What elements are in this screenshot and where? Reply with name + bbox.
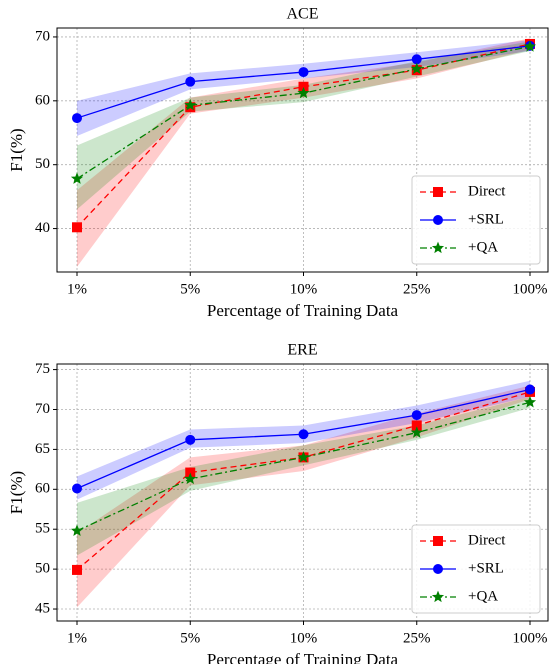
chart-title: ACE	[287, 6, 319, 23]
marker	[72, 483, 82, 494]
marker	[70, 172, 84, 184]
confidence-band	[77, 385, 530, 608]
x-tick-label: 1%	[67, 630, 87, 646]
marker	[410, 426, 423, 438]
legend-label: +SRL	[468, 560, 504, 576]
y-tick-label: 55	[35, 521, 50, 537]
marker	[433, 564, 443, 574]
x-tick-label: 5%	[180, 281, 200, 297]
y-tick-label: 50	[35, 561, 50, 577]
marker	[433, 536, 443, 546]
x-tick-label: 1%	[67, 281, 87, 297]
series-line	[76, 401, 531, 532]
marker	[297, 451, 310, 463]
legend-label: +QA	[468, 239, 498, 255]
x-tick-label: 100%	[513, 630, 548, 646]
y-tick-label: 40	[35, 220, 50, 236]
y-tick-label: 50	[35, 156, 50, 172]
confidence-band	[77, 396, 530, 556]
marker	[433, 187, 443, 197]
y-tick-label: 60	[35, 481, 50, 497]
y-tick-label: 75	[35, 361, 50, 377]
x-axis-title: Percentage of Training Data	[207, 301, 399, 320]
marker	[431, 590, 445, 603]
x-tick-label: 5%	[180, 630, 200, 646]
plot-frame	[56, 363, 549, 622]
x-tick-label: 25%	[403, 281, 431, 297]
marker	[525, 384, 535, 395]
marker	[298, 67, 309, 78]
y-axis-title: F1(%)	[7, 471, 26, 514]
chart-title: ERE	[287, 342, 317, 359]
marker	[70, 524, 84, 537]
marker	[185, 76, 196, 87]
legend-box	[411, 175, 541, 265]
marker	[411, 54, 422, 65]
y-axis-title: F1(%)	[7, 128, 26, 171]
y-tick-label: 70	[35, 401, 50, 417]
x-tick-label: 25%	[403, 630, 431, 646]
marker	[523, 395, 537, 408]
marker	[72, 564, 82, 575]
marker	[185, 434, 196, 445]
marker	[72, 222, 82, 233]
y-tick-label: 45	[35, 600, 50, 616]
marker	[184, 472, 197, 485]
legend-label: Direct	[468, 532, 506, 548]
legend-box	[411, 524, 541, 614]
x-axis-title: Percentage of Training Data	[207, 650, 399, 664]
x-tick-label: 10%	[290, 281, 318, 297]
legend-label: Direct	[468, 183, 506, 199]
legend-label: +SRL	[468, 211, 504, 227]
y-tick-label: 60	[35, 92, 50, 108]
marker	[297, 86, 310, 99]
marker	[431, 241, 445, 254]
confidence-band	[77, 41, 530, 210]
marker	[298, 429, 309, 440]
marker	[184, 98, 197, 111]
marker	[411, 410, 422, 421]
plot-frame	[56, 27, 549, 273]
x-tick-label: 100%	[513, 281, 548, 297]
marker	[523, 40, 537, 52]
marker	[433, 215, 443, 225]
marker	[72, 113, 82, 124]
y-tick-label: 70	[35, 28, 50, 44]
x-tick-label: 10%	[290, 630, 318, 646]
legend-label: +QA	[468, 588, 498, 604]
y-tick-label: 65	[35, 441, 50, 457]
marker	[410, 62, 423, 74]
